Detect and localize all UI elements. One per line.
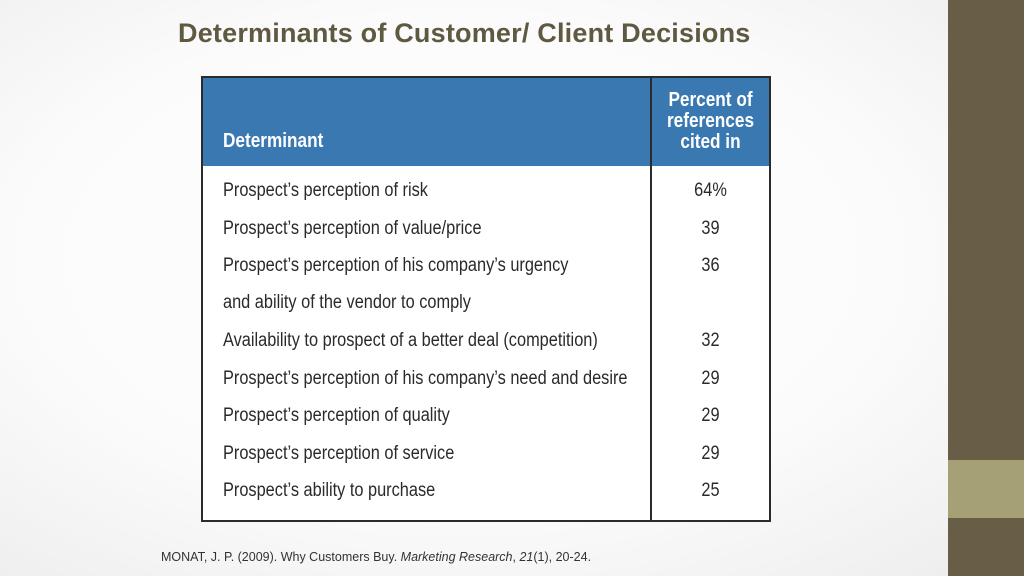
row-value: 32 [701, 330, 720, 351]
row-value: 36 [701, 255, 720, 276]
header-percent-line-3: cited in [680, 131, 741, 153]
table-row: Prospect’s perception of value/price 39 [203, 210, 769, 247]
column-divider [650, 78, 652, 520]
table-row: Availability to prospect of a better dea… [203, 322, 769, 359]
table-row: Prospect’s perception of service 29 [203, 435, 769, 472]
row-label: Prospect’s perception of value/price [223, 218, 482, 239]
sidebar-decoration-bottom [948, 518, 1024, 576]
table-row: Prospect’s ability to purchase 25 [203, 472, 769, 509]
row-label: Prospect’s perception of quality [223, 405, 450, 426]
header-percent: Percent of references cited in [660, 90, 761, 153]
sidebar-decoration-light [948, 460, 1024, 518]
citation-journal: Marketing Research [400, 550, 513, 564]
row-label: and ability of the vendor to comply [223, 292, 471, 313]
row-label: Availability to prospect of a better dea… [223, 330, 598, 351]
row-value: 64% [694, 180, 727, 201]
row-value: 29 [701, 405, 720, 426]
table-row: Prospect’s perception of his company’s n… [203, 360, 769, 397]
table-row: Prospect’s perception of his company’s u… [203, 247, 769, 284]
table-row: Prospect’s perception of risk 64% [203, 172, 769, 209]
slide-title: Determinants of Customer/ Client Decisio… [178, 18, 751, 48]
table-row: Prospect’s perception of quality 29 [203, 397, 769, 434]
row-value [660, 284, 761, 321]
row-label: Prospect’s ability to purchase [223, 480, 436, 501]
citation: MONAT, J. P. (2009). Why Customers Buy. … [161, 550, 591, 564]
table-row: and ability of the vendor to comply [203, 284, 769, 321]
row-label: Prospect’s perception of his company’s n… [223, 368, 628, 389]
header-determinant: Determinant [223, 130, 324, 152]
row-value: 29 [701, 443, 720, 464]
row-label: Prospect’s perception of his company’s u… [223, 255, 569, 276]
citation-issue-pages: (1), 20-24. [533, 550, 592, 564]
sidebar-decoration-dark [948, 0, 1024, 460]
header-percent-line-1: Percent of [668, 89, 753, 111]
row-value: 29 [701, 368, 720, 389]
determinants-table: Determinant Percent of references cited … [201, 76, 771, 522]
row-label: Prospect’s perception of risk [223, 180, 428, 201]
citation-volume: 21 [519, 550, 534, 564]
row-value: 39 [701, 218, 720, 239]
row-label: Prospect’s perception of service [223, 443, 455, 464]
header-percent-line-2: references [666, 110, 755, 132]
table-header-row: Determinant Percent of references cited … [203, 78, 769, 166]
citation-separator: , [512, 550, 520, 564]
citation-authors: MONAT, J. P. (2009). Why Customers Buy. [161, 550, 401, 564]
row-value: 25 [701, 480, 720, 501]
